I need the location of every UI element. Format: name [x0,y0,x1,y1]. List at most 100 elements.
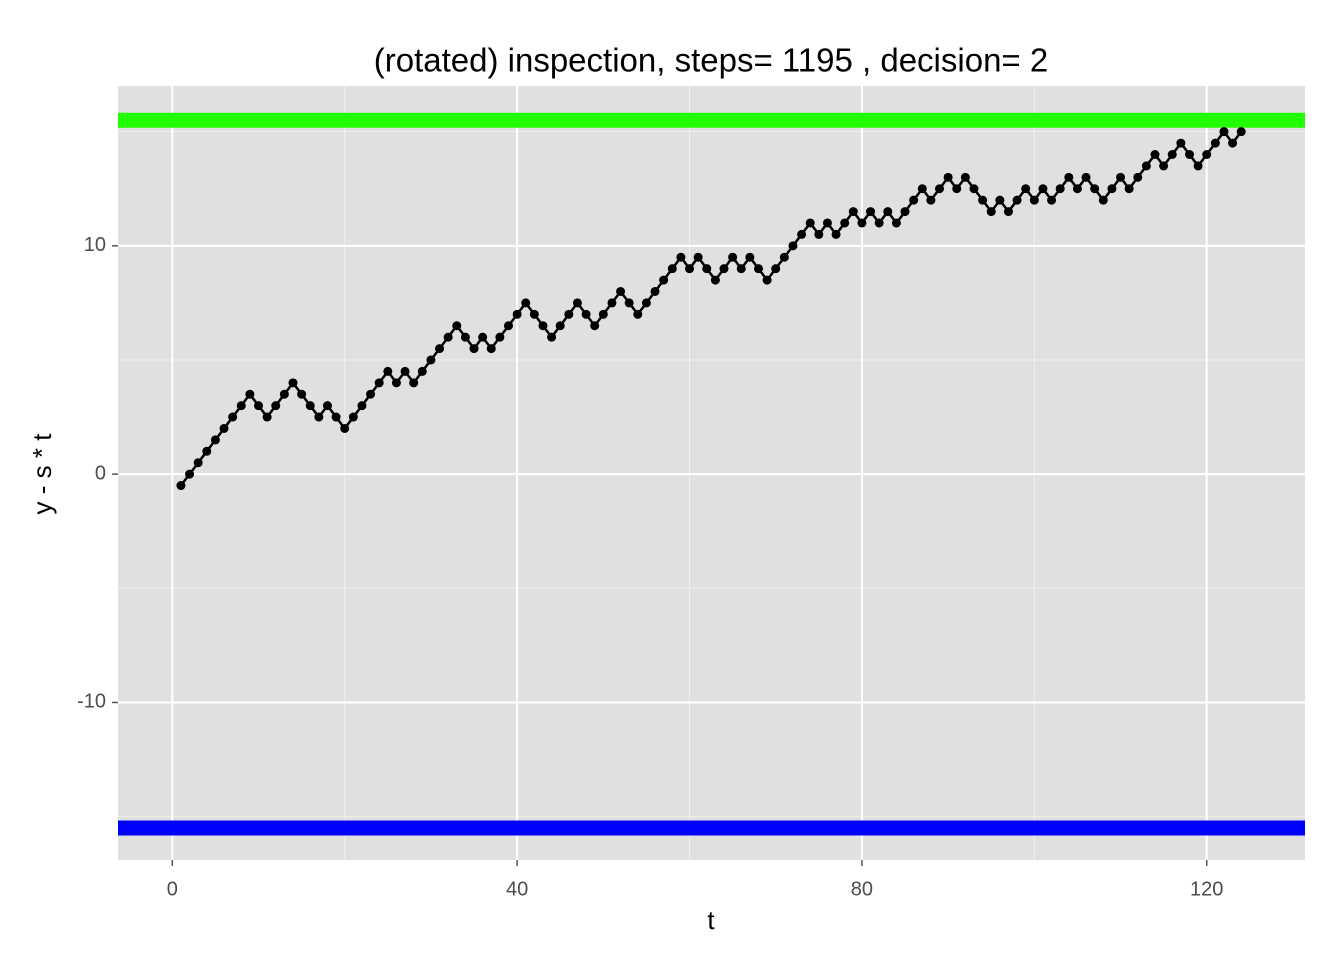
data-point [641,298,651,308]
data-point [391,378,401,388]
y-axis-label: y - s * t [27,433,57,515]
x-tick-label: 80 [851,878,873,900]
data-point [1098,195,1108,205]
data-point [228,412,238,422]
data-point [486,344,496,354]
data-point [857,218,867,228]
data-point [1228,138,1238,148]
data-point [960,172,970,182]
data-point [848,207,858,217]
data-point [891,218,901,228]
data-point [1072,184,1082,194]
data-point [805,218,815,228]
data-point [322,401,332,411]
data-point [598,309,608,319]
data-point [564,309,574,319]
data-point [1176,138,1186,148]
data-point [262,412,272,422]
data-point [1202,149,1212,159]
data-point [245,389,255,399]
data-point [1003,207,1013,217]
data-point [383,366,393,376]
data-point [986,207,996,217]
data-point [331,412,341,422]
data-point [538,321,548,331]
data-point [1055,184,1065,194]
data-point [788,241,798,251]
data-point [288,378,298,388]
data-point [866,207,876,217]
plot-panel [118,86,1305,860]
data-point [503,321,513,331]
data-point [840,218,850,228]
data-point [1141,161,1151,171]
data-point [1029,195,1039,205]
data-point [1021,184,1031,194]
x-axis-label: t [707,905,715,935]
data-point [917,184,927,194]
data-point [435,344,445,354]
data-point [1081,172,1091,182]
data-point [1150,149,1160,159]
data-point [1090,184,1100,194]
data-point [176,481,186,491]
data-point [357,401,367,411]
data-point [685,264,695,274]
data-point [995,195,1005,205]
data-point [297,389,307,399]
data-point [883,207,893,217]
data-point [728,252,738,262]
data-point [400,366,410,376]
data-point [426,355,436,365]
data-point [736,264,746,274]
data-point [1116,172,1126,182]
y-tick-label: 10 [84,234,106,256]
data-point [1210,138,1220,148]
data-point [305,401,315,411]
data-point [1064,172,1074,182]
series-line [179,129,1243,487]
data-point [521,298,531,308]
data-point [185,469,195,479]
data-point [624,298,634,308]
data-point [469,344,479,354]
x-tick-label: 40 [506,878,528,900]
data-point [495,332,505,342]
data-point [1012,195,1022,205]
data-point [572,298,582,308]
data-point [279,389,289,399]
data-point [219,423,229,433]
data-point [1167,149,1177,159]
data-point [1236,127,1246,137]
data-point [1133,172,1143,182]
data-point [254,401,264,411]
data-point [452,321,462,331]
data-point [935,184,945,194]
data-point [366,389,376,399]
data-point [1159,161,1169,171]
data-point [900,207,910,217]
data-point [1184,149,1194,159]
data-point [753,264,763,274]
y-tick-label: -10 [77,691,106,713]
data-point [555,321,565,331]
data-point [1219,127,1229,137]
data-point [348,412,358,422]
data-point [202,446,212,456]
data-point [529,309,539,319]
data-point [314,412,324,422]
data-point [943,172,953,182]
data-point [667,264,677,274]
data-point [779,252,789,262]
data-point [978,195,988,205]
data-point [909,195,919,205]
data-point [831,229,841,239]
data-point [822,218,832,228]
data-point [340,423,350,433]
data-point [236,401,246,411]
data-point [1124,184,1134,194]
data-point [590,321,600,331]
data-point [460,332,470,342]
data-point [210,435,220,445]
